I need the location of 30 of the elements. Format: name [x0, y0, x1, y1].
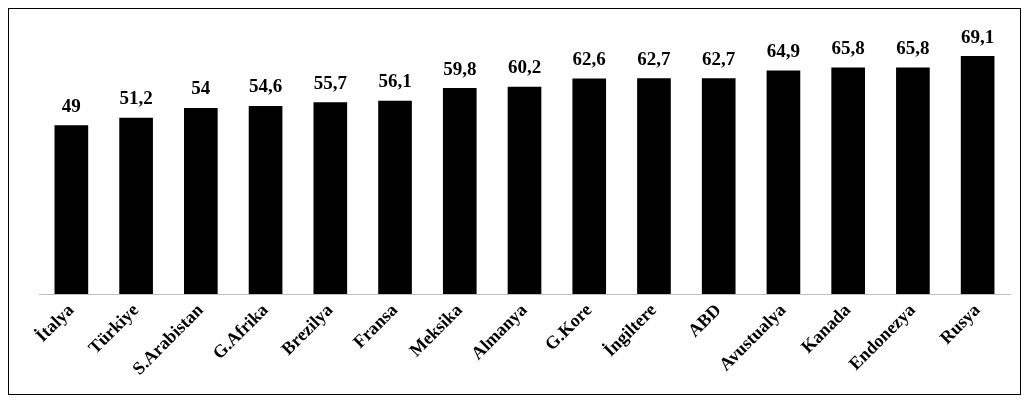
- bar: [119, 117, 153, 295]
- bar: [507, 86, 542, 295]
- bar: [248, 106, 283, 295]
- bar: [637, 78, 671, 295]
- bar: [766, 70, 801, 295]
- bar: [960, 56, 995, 295]
- data-label: 62,6: [572, 47, 606, 69]
- data-label: 62,7: [702, 47, 736, 69]
- data-label: 59,8: [443, 57, 477, 79]
- bar: [572, 78, 607, 295]
- bar: [184, 108, 218, 295]
- data-label: 64,9: [766, 39, 801, 61]
- bar: [378, 100, 412, 295]
- data-label: 49: [61, 94, 81, 116]
- data-label: 65,8: [831, 36, 865, 58]
- bar: [896, 67, 930, 295]
- data-label: 65,8: [896, 36, 930, 58]
- bar: [442, 88, 477, 295]
- data-label: 51,2: [119, 87, 153, 109]
- data-label: 69,1: [961, 25, 995, 47]
- bar: [831, 67, 865, 295]
- bar: [313, 102, 348, 295]
- data-label: 62,7: [637, 47, 672, 69]
- data-label: 56,1: [378, 70, 412, 92]
- bar: [54, 125, 89, 295]
- bar: [701, 78, 736, 295]
- data-label: 60,2: [507, 56, 542, 78]
- data-label: 54: [191, 77, 211, 99]
- data-label: 54,6: [248, 75, 283, 97]
- data-label: 55,7: [313, 71, 348, 93]
